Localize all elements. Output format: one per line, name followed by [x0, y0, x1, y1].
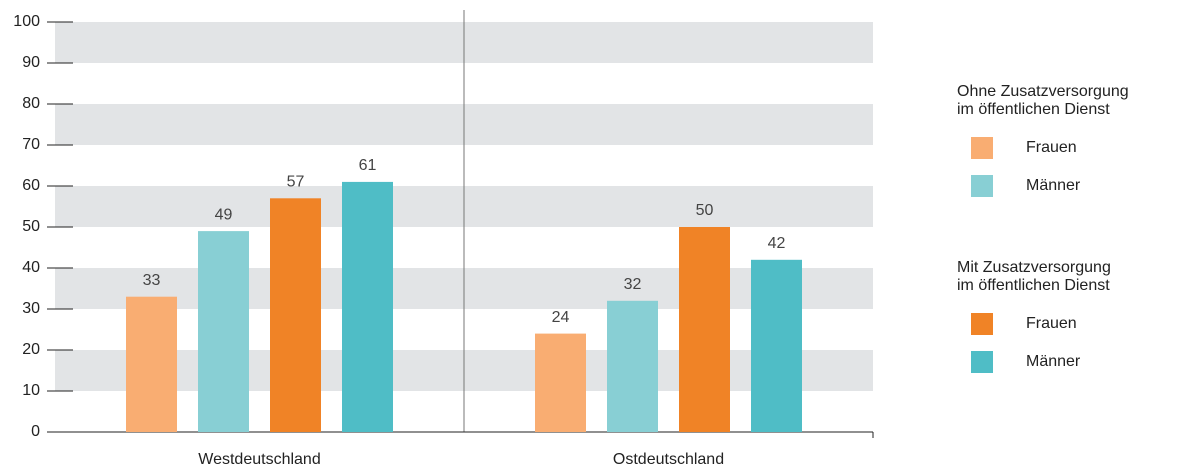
legend-label: Frauen [1026, 139, 1077, 156]
y-tick-label: 40 [22, 259, 40, 276]
bar [126, 296, 177, 432]
legend-swatch [971, 351, 993, 373]
value-label: 50 [696, 202, 714, 219]
legend-swatch [971, 137, 993, 159]
y-tick-label: 0 [31, 423, 40, 440]
y-tick-label: 60 [22, 177, 40, 194]
y-tick-label: 50 [22, 218, 40, 235]
y-tick-label: 70 [22, 136, 40, 153]
x-tick-label: Westdeutschland [198, 451, 320, 468]
y-tick-label: 80 [22, 95, 40, 112]
bar [198, 231, 249, 432]
bar [535, 333, 586, 432]
bar [751, 259, 802, 432]
legend-swatch [971, 313, 993, 335]
value-label: 42 [768, 235, 786, 252]
legend-label: Frauen [1026, 315, 1077, 332]
legend-title: im öffentlichen Dienst [957, 101, 1110, 118]
legend-label: Männer [1026, 177, 1081, 194]
bar [342, 181, 393, 432]
bar [270, 198, 321, 432]
legend-title: Mit Zusatzversorgung [957, 259, 1111, 276]
value-label: 61 [359, 157, 377, 174]
legend-swatch [971, 175, 993, 197]
legend-title: im öffentlichen Dienst [957, 277, 1110, 294]
bar [679, 227, 730, 432]
value-label: 49 [215, 206, 233, 223]
legend-label: Männer [1026, 353, 1081, 370]
y-tick-label: 90 [22, 54, 40, 71]
value-label: 32 [624, 276, 642, 293]
legend-title: Ohne Zusatzversorgung [957, 83, 1129, 100]
y-tick-label: 20 [22, 341, 40, 358]
value-label: 57 [287, 174, 305, 191]
y-tick-label: 30 [22, 300, 40, 317]
bar [607, 300, 658, 432]
y-tick-label: 100 [13, 13, 40, 30]
y-tick-label: 10 [22, 382, 40, 399]
x-tick-label: Ostdeutschland [613, 451, 724, 468]
value-label: 33 [143, 272, 161, 289]
value-label: 24 [552, 309, 570, 326]
